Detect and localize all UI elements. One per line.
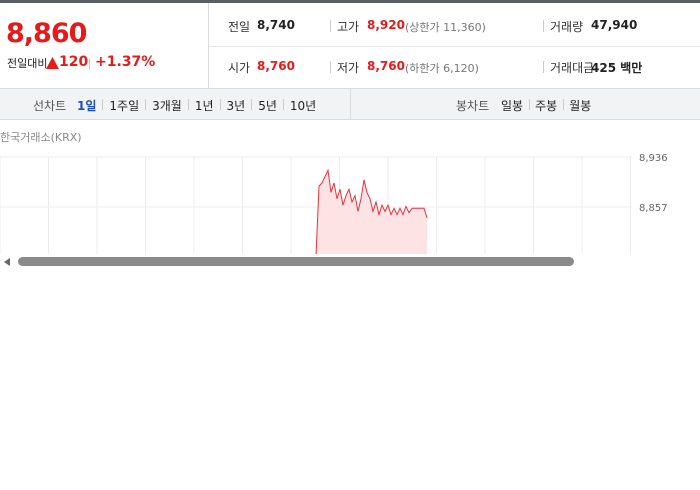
y-tick-label: 8,857 <box>639 203 668 214</box>
change: 120 <box>59 54 89 70</box>
tab-bar: 선차트 1일 1주일 3개월 1년 3년 5년 10년 봉차트 일봉 주봉 월봉 <box>0 89 700 120</box>
tab-group-label: 봉차트 <box>456 99 490 113</box>
area <box>316 170 427 254</box>
stat-note: (상한가 11,360) <box>405 21 486 34</box>
candle-tab[interactable]: 주봉 <box>535 99 558 113</box>
stat-label: 저가 <box>337 61 360 75</box>
stat-label: 거래대금 <box>550 61 595 75</box>
stat-value: 8,760 <box>257 59 295 73</box>
separator <box>187 99 189 110</box>
period-tab[interactable]: 5년 <box>258 99 277 113</box>
separator <box>563 99 565 110</box>
stat-value: 47,940 <box>591 18 638 32</box>
price-box: 8,860 전일대비 120 +1.37% <box>0 3 209 89</box>
stat-label: 거래량 <box>550 20 584 34</box>
separator <box>330 61 331 73</box>
separator <box>543 20 544 32</box>
change-rate: +1.37% <box>95 54 156 70</box>
separator <box>529 99 531 110</box>
separator <box>330 20 331 32</box>
separator <box>282 99 284 110</box>
period-tab[interactable]: 1주일 <box>109 99 140 113</box>
tab-group-label: 선차트 <box>33 99 67 113</box>
top-border <box>0 0 700 3</box>
up-icon <box>46 57 59 69</box>
y-tick-label: 8,936 <box>639 153 668 164</box>
chart: 한국거래소(KRX) 8,936 8,857 8,778 <box>0 131 700 270</box>
stats: 전일 8,740 고가 8,920 (상한가 11,360) 거래량 47,940 시가 8,7… <box>209 3 700 89</box>
period-tab[interactable]: 3년 <box>226 99 246 113</box>
stat-value: 8,740 <box>257 18 295 32</box>
period-tab[interactable]: 1년 <box>194 99 214 113</box>
price-line <box>315 168 428 254</box>
separator <box>219 99 221 110</box>
stat-value: 8,920 <box>367 18 405 32</box>
stat-note: (하한가 6,120) <box>405 62 479 75</box>
stat-value: 8,760 <box>367 59 405 73</box>
stat-label: 전일 <box>228 20 251 34</box>
stat-label: 고가 <box>337 20 360 34</box>
change-label: 전일대비 <box>7 57 48 70</box>
candle-tab[interactable]: 월봉 <box>569 99 592 113</box>
scrollbar-thumb[interactable] <box>18 257 574 266</box>
y-tick-label: 8,778 <box>639 253 668 264</box>
separator <box>543 61 544 73</box>
period-tab[interactable]: 10년 <box>289 99 317 113</box>
separator <box>145 99 147 110</box>
period-tab[interactable]: 1일 <box>77 99 97 113</box>
price: 8,860 <box>6 18 87 49</box>
scroll-left[interactable] <box>4 258 10 266</box>
candle-tab[interactable]: 일봉 <box>501 99 524 113</box>
separator <box>251 99 253 110</box>
separator <box>102 99 104 110</box>
stat-value: 425 백만 <box>591 61 643 75</box>
period-tab[interactable]: 3개월 <box>152 99 182 113</box>
stat-label: 시가 <box>228 61 251 75</box>
source-label: 한국거래소(KRX) <box>0 131 82 144</box>
